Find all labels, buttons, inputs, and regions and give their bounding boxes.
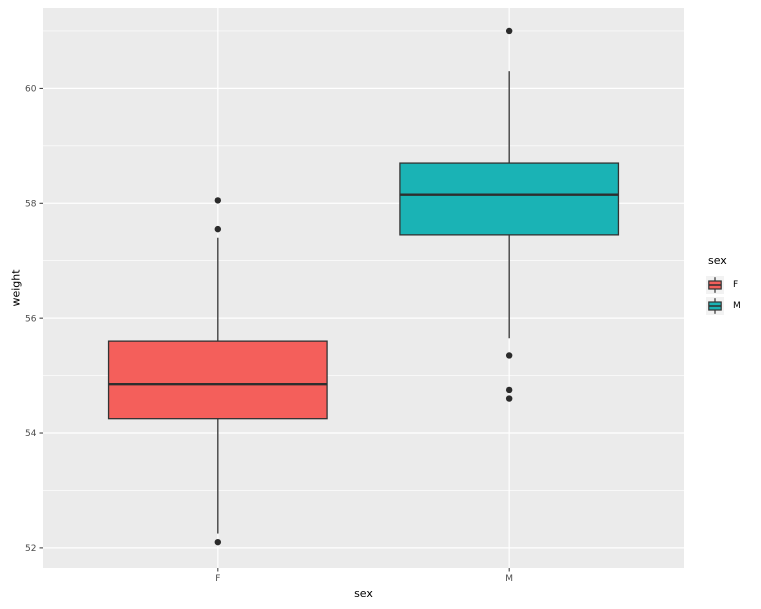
legend-title: sex <box>708 254 727 267</box>
outlier-point <box>505 352 513 359</box>
box <box>107 340 328 420</box>
x-tick-label: M <box>505 574 513 584</box>
y-axis-title: weight <box>9 269 23 307</box>
x-axis-title: sex <box>354 587 373 600</box>
x-tick-label: F <box>215 574 220 584</box>
boxplot-M <box>399 27 620 402</box>
y-tick-label: 56 <box>25 314 37 324</box>
outlier-point <box>214 225 222 233</box>
box <box>399 162 620 236</box>
y-tick-label: 52 <box>25 544 36 554</box>
legend-entry-M: M <box>706 297 741 315</box>
outlier-point <box>214 538 222 546</box>
legend-entry-F: F <box>706 276 741 294</box>
outlier-point <box>214 197 222 204</box>
legend-key-boxplot-icon <box>706 297 724 315</box>
boxplot-F <box>107 197 328 546</box>
y-tick-label: 54 <box>25 429 37 439</box>
legend-key-glyph <box>708 277 722 293</box>
y-tick-label: 60 <box>25 85 37 95</box>
legend-key-glyph <box>708 298 722 314</box>
legend-label: M <box>733 301 741 311</box>
outlier-point <box>505 386 513 394</box>
outlier-point <box>505 27 513 35</box>
y-tick-label: 58 <box>25 199 37 209</box>
legend-key-boxplot-icon <box>706 276 724 294</box>
panel-background <box>43 8 684 568</box>
legend-label: F <box>733 280 739 290</box>
outlier-point <box>505 395 513 402</box>
